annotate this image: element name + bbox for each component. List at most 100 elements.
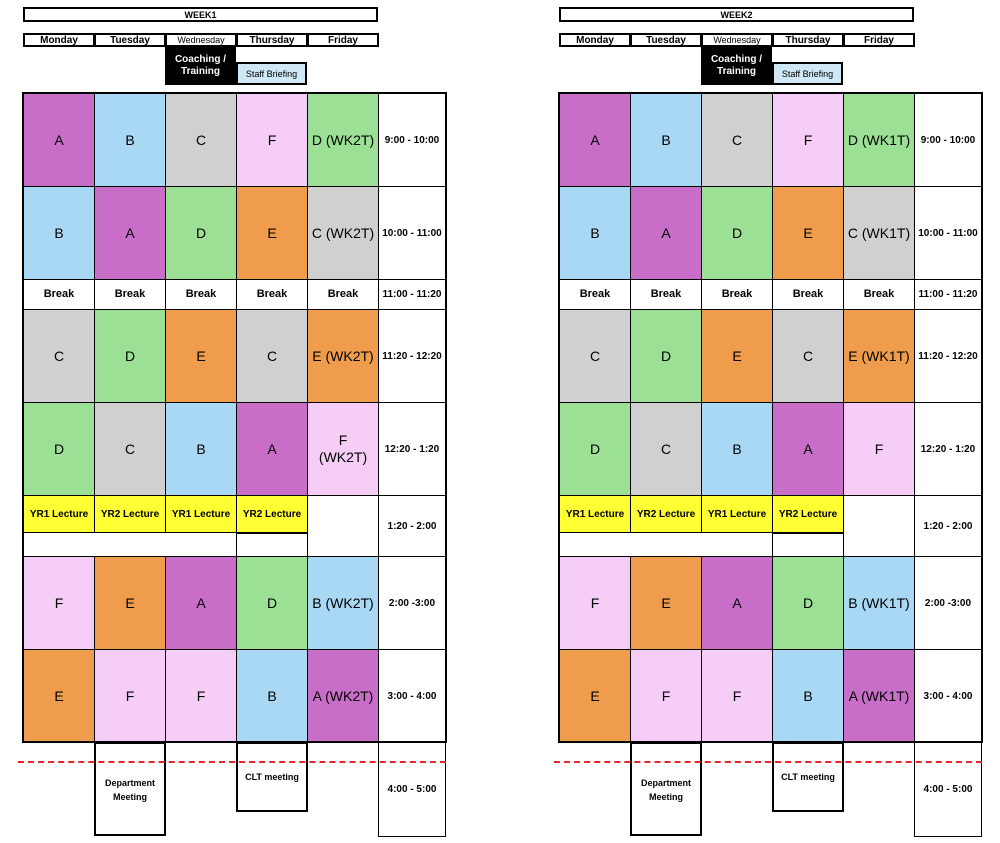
- lesson-cell-r3-wednesday: E: [701, 309, 773, 403]
- lesson-cell-r4-monday: D: [559, 402, 631, 496]
- lesson-cell-r3-thursday: C: [772, 309, 844, 403]
- dashed-divider-line: [554, 761, 982, 763]
- break-cell-tuesday: Break: [630, 279, 702, 310]
- break-cell-friday: Break: [843, 279, 915, 310]
- week-title: WEEK2: [559, 7, 914, 22]
- time-slot-1: 10:00 - 11:00: [378, 186, 446, 280]
- lesson-cell-r3-wednesday: E: [165, 309, 237, 403]
- time-slot-3: 11:20 - 12:20: [914, 309, 982, 403]
- lesson-cell-r6-monday: E: [23, 649, 95, 743]
- lesson-cell-r4-monday: D: [23, 402, 95, 496]
- break-cell-monday: Break: [23, 279, 95, 310]
- dashed-divider-line: [18, 761, 446, 763]
- lecture-cell-monday: YR1 Lecture: [559, 495, 631, 533]
- time-slot-6: 2:00 -3:00: [914, 556, 982, 650]
- lesson-cell-r5-friday: B (WK2T): [307, 556, 379, 650]
- day-header-tuesday: Tuesday: [630, 33, 702, 47]
- lesson-cell-r2-thursday: E: [772, 186, 844, 280]
- lesson-cell-r5-thursday: D: [236, 556, 308, 650]
- lesson-cell-r6-monday: E: [559, 649, 631, 743]
- lesson-cell-r2-monday: B: [559, 186, 631, 280]
- lecture-cell-friday-empty: [843, 495, 915, 557]
- lesson-cell-r4-wednesday: B: [701, 402, 773, 496]
- department-meeting-box: Department Meeting: [94, 742, 166, 836]
- time-slot-6: 2:00 -3:00: [378, 556, 446, 650]
- lesson-cell-r5-monday: F: [559, 556, 631, 650]
- break-cell-thursday: Break: [236, 279, 308, 310]
- day-header-thursday: Thursday: [772, 33, 844, 47]
- lesson-cell-r5-wednesday: A: [701, 556, 773, 650]
- lecture-cell-friday-empty: [307, 495, 379, 557]
- day-header-monday: Monday: [23, 33, 95, 47]
- lesson-cell-r2-thursday: E: [236, 186, 308, 280]
- lecture-cell-wednesday: YR1 Lecture: [165, 495, 237, 533]
- thursday-gap-block: [772, 533, 844, 557]
- time-slot-0: 9:00 - 10:00: [914, 93, 982, 187]
- lesson-cell-r2-friday: C (WK2T): [307, 186, 379, 280]
- time-slot-8: 4:00 - 5:00: [378, 742, 446, 837]
- lesson-cell-r1-monday: A: [23, 93, 95, 187]
- lesson-cell-r2-wednesday: D: [701, 186, 773, 280]
- time-slot-8: 4:00 - 5:00: [914, 742, 982, 837]
- time-slot-5: 1:20 - 2:00: [378, 495, 446, 557]
- lesson-cell-r6-wednesday: F: [701, 649, 773, 743]
- week-title: WEEK1: [23, 7, 378, 22]
- day-header-wednesday: Wednesday: [701, 33, 773, 47]
- lecture-cell-thursday: YR2 Lecture: [772, 495, 844, 533]
- lesson-cell-r4-friday: F: [843, 402, 915, 496]
- break-cell-tuesday: Break: [94, 279, 166, 310]
- lecture-cell-tuesday: YR2 Lecture: [630, 495, 702, 533]
- lesson-cell-r2-tuesday: A: [630, 186, 702, 280]
- lesson-cell-r1-friday: D (WK2T): [307, 93, 379, 187]
- lesson-cell-r6-tuesday: F: [630, 649, 702, 743]
- lesson-cell-r2-wednesday: D: [165, 186, 237, 280]
- time-slot-7: 3:00 - 4:00: [914, 649, 982, 743]
- lesson-cell-r6-thursday: B: [772, 649, 844, 743]
- lesson-cell-r6-thursday: B: [236, 649, 308, 743]
- lesson-cell-r1-wednesday: C: [165, 93, 237, 187]
- time-slot-0: 9:00 - 10:00: [378, 93, 446, 187]
- day-header-monday: Monday: [559, 33, 631, 47]
- time-slot-4: 12:20 - 1:20: [914, 402, 982, 496]
- day-header-wednesday: Wednesday: [165, 33, 237, 47]
- lesson-cell-r1-tuesday: B: [94, 93, 166, 187]
- lesson-cell-r3-tuesday: D: [94, 309, 166, 403]
- lesson-cell-r5-thursday: D: [772, 556, 844, 650]
- lesson-cell-r6-tuesday: F: [94, 649, 166, 743]
- lesson-cell-r3-monday: C: [23, 309, 95, 403]
- week-2-timetable: WEEK2 Monday Tuesday Wednesday Thursday Frida…: [536, 0, 1000, 843]
- lesson-cell-r2-tuesday: A: [94, 186, 166, 280]
- lesson-cell-r6-friday: A (WK1T): [843, 649, 915, 743]
- lesson-cell-r4-friday: F (WK2T): [307, 402, 379, 496]
- lesson-cell-r1-wednesday: C: [701, 93, 773, 187]
- time-slot-2: 11:00 - 11:20: [914, 279, 982, 310]
- clt-meeting-box: CLT meeting: [772, 742, 844, 812]
- lesson-cell-r1-tuesday: B: [630, 93, 702, 187]
- day-header-friday: Friday: [843, 33, 915, 47]
- lesson-cell-r4-tuesday: C: [630, 402, 702, 496]
- lesson-cell-r6-wednesday: F: [165, 649, 237, 743]
- lesson-cell-r1-friday: D (WK1T): [843, 93, 915, 187]
- time-slot-2: 11:00 - 11:20: [378, 279, 446, 310]
- lesson-cell-r2-friday: C (WK1T): [843, 186, 915, 280]
- lesson-cell-r3-tuesday: D: [630, 309, 702, 403]
- lesson-cell-r5-friday: B (WK1T): [843, 556, 915, 650]
- lesson-cell-r4-thursday: A: [236, 402, 308, 496]
- time-slot-7: 3:00 - 4:00: [378, 649, 446, 743]
- lesson-cell-r5-wednesday: A: [165, 556, 237, 650]
- staff-briefing-label: Staff Briefing: [236, 62, 307, 85]
- lesson-cell-r4-tuesday: C: [94, 402, 166, 496]
- lecture-cell-wednesday: YR1 Lecture: [701, 495, 773, 533]
- time-slot-1: 10:00 - 11:00: [914, 186, 982, 280]
- break-cell-monday: Break: [559, 279, 631, 310]
- day-header-tuesday: Tuesday: [94, 33, 166, 47]
- lesson-cell-r5-monday: F: [23, 556, 95, 650]
- time-slot-3: 11:20 - 12:20: [378, 309, 446, 403]
- staff-briefing-label: Staff Briefing: [772, 62, 843, 85]
- thursday-gap-block: [236, 533, 308, 557]
- department-meeting-box: Department Meeting: [630, 742, 702, 836]
- lesson-cell-r4-wednesday: B: [165, 402, 237, 496]
- coaching-training-label: Coaching / Training: [701, 47, 772, 85]
- lesson-cell-r1-thursday: F: [236, 93, 308, 187]
